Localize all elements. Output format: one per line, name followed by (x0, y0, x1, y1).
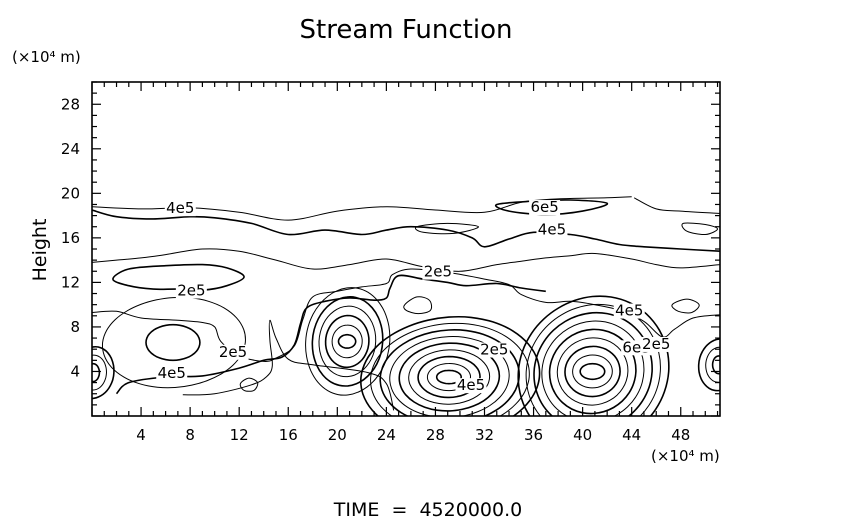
vortex-ring (370, 322, 530, 416)
y-tick-label: 28 (61, 95, 80, 113)
vortex-ring (92, 354, 108, 391)
x-axis-unit: (×10⁴ m) (651, 447, 720, 465)
contour-label: 2e5 (480, 341, 508, 359)
x-tick-label: 20 (328, 426, 347, 444)
x-tick-label: 8 (185, 426, 195, 444)
contour-label-bg (536, 222, 568, 238)
x-tick-label: 24 (377, 426, 396, 444)
contour-label-bg (175, 283, 207, 299)
vortex-ring (705, 346, 720, 383)
vortex-ring (541, 320, 645, 416)
x-tick-label: 44 (622, 426, 641, 444)
vortex-ring (548, 328, 637, 415)
vortex-ring (92, 362, 101, 383)
x-tick-label: 12 (230, 426, 249, 444)
vortex-ring (533, 311, 653, 416)
y-axis-unit: (×10⁴ m) (12, 48, 81, 66)
contour-line (403, 296, 433, 315)
contour-line (92, 209, 720, 252)
contour-line (239, 377, 259, 392)
contour-label-bg (156, 365, 188, 381)
contour-label-bg (640, 336, 672, 352)
contour-label-bg (455, 378, 487, 394)
vortex-ring (711, 355, 720, 375)
vortex-ring (389, 336, 510, 416)
y-axis-ticks: 4 8 12 16 20 24 28 (61, 81, 720, 417)
vortex-ring (525, 303, 661, 416)
contour-label-bg (164, 201, 196, 217)
vortex-ring (337, 333, 357, 349)
contour-line (112, 263, 245, 292)
contour-label-bg (529, 200, 561, 216)
vortex-ring (435, 369, 463, 385)
contour-line (671, 298, 700, 314)
plot-frame (91, 81, 721, 417)
vortex-ring (517, 295, 670, 416)
y-tick-label: 12 (61, 273, 80, 291)
vortex-ring (360, 315, 541, 416)
x-tick-label: 28 (426, 426, 445, 444)
y-tick-label: 8 (70, 318, 80, 336)
contour-label-bg (613, 303, 645, 319)
y-tick-label: 16 (61, 229, 80, 247)
x-axis-ticks: 4 8 12 16 20 24 28 32 36 40 44 48 (91, 82, 719, 444)
contour-label: 4e5 (615, 302, 643, 320)
time-footer: TIME = 4520000.0 (333, 499, 522, 519)
contour-label: 2e5 (177, 282, 205, 300)
contour-label: 4e5 (457, 376, 485, 394)
contour-lines (92, 196, 720, 416)
contour-label-bg (217, 344, 249, 360)
y-tick-label: 4 (70, 362, 80, 380)
x-tick-label: 16 (279, 426, 298, 444)
vortex-ring (92, 345, 115, 400)
vortex-ring (145, 323, 201, 362)
contour-label: 2e5 (219, 343, 247, 361)
vortex-ring (417, 355, 481, 399)
vortex-ring (305, 287, 391, 396)
vortex-ring (556, 337, 629, 406)
contour-line (92, 248, 720, 272)
y-axis-label: Height (29, 219, 51, 282)
contour-label-bg (422, 264, 454, 280)
contour-label: 4e5 (538, 220, 566, 238)
contour-line (633, 197, 720, 214)
chart-title: Stream Function (300, 15, 513, 45)
vortex-ring (379, 329, 520, 416)
x-tick-label: 4 (136, 426, 146, 444)
contour-label: 4e5 (158, 364, 186, 382)
x-tick-label: 32 (475, 426, 494, 444)
x-tick-label: 40 (573, 426, 592, 444)
vortex-ring (324, 314, 370, 369)
contour-label: 2e5 (424, 263, 452, 281)
contour-line (414, 222, 479, 235)
contour-label: 2e5 (642, 335, 670, 353)
contour-line (182, 319, 395, 411)
y-tick-label: 24 (61, 140, 80, 158)
vortex-ring (398, 342, 501, 412)
vortex-ring (311, 296, 384, 387)
y-tick-label: 20 (61, 184, 80, 202)
vortex-ring (331, 324, 363, 359)
x-tick-label: 48 (671, 426, 690, 444)
contour-label: 6e5 (530, 198, 558, 216)
contour-line (681, 222, 718, 236)
vortex-ring (408, 349, 491, 405)
x-tick-label: 36 (524, 426, 543, 444)
vortex-ring (101, 296, 246, 389)
vortex-ring (697, 338, 720, 392)
vortex-ring (318, 305, 377, 378)
contour-label-bg (478, 342, 510, 358)
vortex-ring (579, 362, 606, 381)
contour-label: 4e5 (166, 199, 194, 217)
vortex-ring (564, 345, 621, 398)
vortex-ring (572, 354, 613, 389)
